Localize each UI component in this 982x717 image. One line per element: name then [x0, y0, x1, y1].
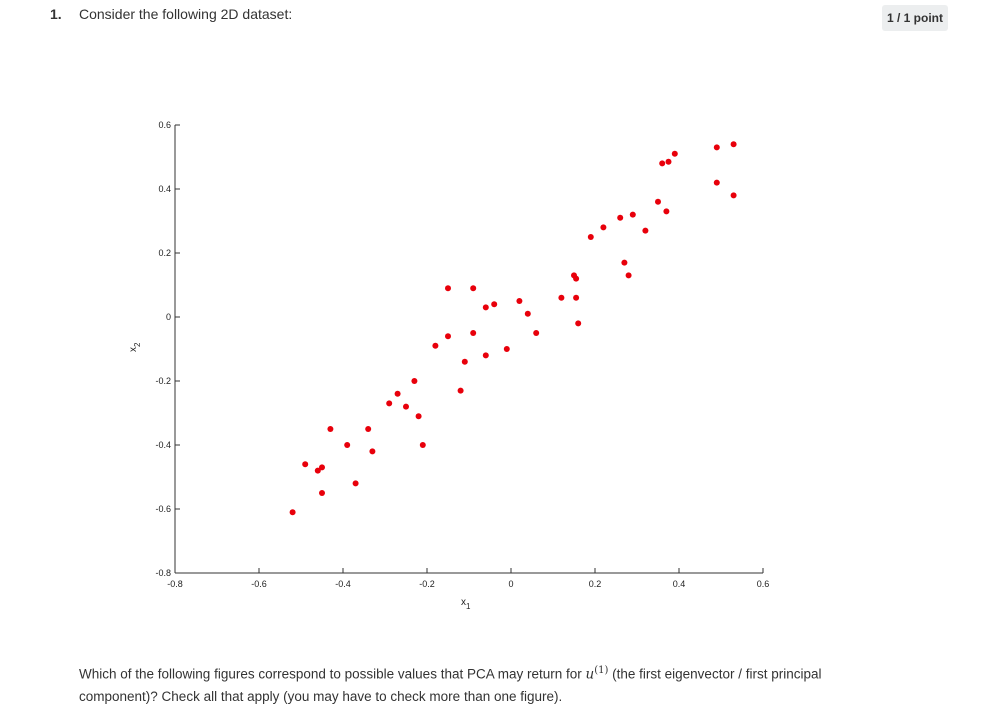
question-text-after: (the first eigenvector / first principal…	[79, 666, 822, 704]
data-point	[386, 400, 393, 407]
data-point	[482, 352, 489, 359]
data-point	[432, 342, 439, 349]
data-point	[352, 480, 359, 487]
question-body: Which of the following figures correspon…	[79, 660, 839, 707]
data-point	[470, 330, 477, 336]
data-point	[665, 158, 672, 165]
data-point	[314, 467, 321, 474]
data-point	[344, 442, 351, 448]
data-point	[629, 211, 636, 218]
data-point	[621, 259, 628, 266]
data-point	[617, 214, 624, 221]
x-tick-label: -0.6	[251, 579, 267, 589]
data-point	[445, 285, 451, 292]
x-tick-label: 0.6	[757, 579, 770, 589]
data-point	[671, 150, 678, 157]
x-axis-label: x1	[461, 597, 471, 611]
data-point	[625, 272, 632, 279]
data-point	[327, 426, 334, 432]
math-superscript: (1)	[594, 665, 609, 676]
y-axis-label: x2	[128, 342, 142, 352]
data-point	[491, 301, 498, 308]
y-tick-label: 0	[166, 312, 171, 322]
data-point	[461, 358, 468, 365]
y-tick-label: 0.6	[158, 120, 171, 130]
data-point	[573, 294, 580, 301]
data-point	[655, 198, 661, 205]
data-point	[730, 141, 737, 148]
y-tick-label: -0.8	[155, 568, 171, 578]
data-point	[457, 387, 464, 394]
data-point	[411, 378, 418, 384]
data-point	[573, 275, 580, 282]
data-point	[533, 330, 540, 336]
y-tick-label: -0.2	[155, 376, 171, 386]
data-point	[730, 192, 737, 199]
x-tick-label: 0.2	[589, 579, 602, 589]
data-point	[319, 490, 325, 496]
x-tick-label: -0.8	[167, 579, 183, 589]
data-point	[503, 346, 510, 352]
data-point	[659, 160, 666, 167]
data-point	[289, 509, 296, 516]
data-point	[713, 179, 720, 186]
question-text-before: Which of the following figures correspon…	[79, 666, 586, 682]
data-point	[415, 413, 422, 420]
data-point	[302, 461, 309, 468]
data-point	[587, 234, 594, 240]
math-variable-u: u	[585, 666, 595, 683]
x-tick-label: -0.2	[419, 579, 435, 589]
data-point	[369, 448, 376, 455]
scatter-chart: 0.6 0.4 0.2 0 -0.2 -0.4 -0.6 -0.8-0.8 -0.6 -0.4 -0…	[128, 120, 769, 611]
data-point	[642, 227, 649, 234]
question-title: Consider the following 2D dataset:	[79, 6, 293, 22]
data-point	[600, 224, 607, 231]
y-tick-label: -0.6	[155, 504, 171, 514]
data-point	[713, 144, 720, 151]
data-point	[663, 208, 670, 215]
y-tick-label: 0.2	[158, 248, 171, 258]
chart-axes: 0.6 0.4 0.2 0 -0.2 -0.4 -0.6 -0.8-0.8 -0.6 -0.4 -0…	[128, 120, 769, 611]
data-point	[482, 304, 489, 311]
data-point	[470, 285, 477, 292]
score-badge: 1 / 1 point	[882, 5, 948, 31]
data-point	[394, 390, 401, 397]
y-tick-label: 0.4	[158, 184, 171, 194]
x-tick-label: -0.4	[335, 579, 351, 589]
data-point	[558, 294, 565, 301]
x-tick-label: 0.4	[673, 579, 686, 589]
data-point	[419, 442, 426, 448]
x-tick-label: 0	[508, 579, 513, 589]
y-tick-label: -0.4	[155, 440, 171, 450]
data-point	[445, 333, 451, 340]
data-point	[365, 426, 372, 432]
data-point	[319, 464, 325, 471]
question-number: 1.	[50, 6, 62, 22]
data-point	[524, 310, 531, 317]
data-point	[403, 403, 409, 410]
chart-points	[289, 141, 737, 516]
data-point	[516, 298, 523, 304]
data-point	[575, 320, 582, 327]
